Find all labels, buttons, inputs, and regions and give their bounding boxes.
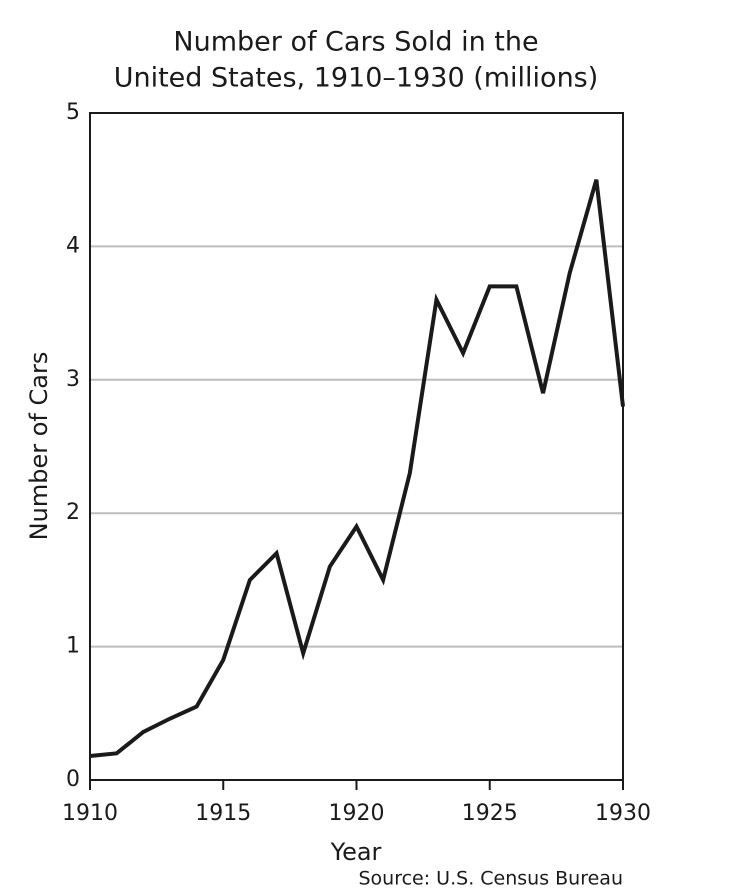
chart-title: Number of Cars Sold in the xyxy=(173,27,538,58)
y-tick-label: 1 xyxy=(66,634,80,659)
y-axis-label: Number of Cars xyxy=(25,352,53,541)
y-tick-label: 0 xyxy=(66,767,80,792)
chart-title: United States, 1910–1930 (millions) xyxy=(114,63,599,94)
x-tick-label: 1930 xyxy=(595,801,651,826)
x-tick-label: 1910 xyxy=(62,801,118,826)
plot-frame xyxy=(89,112,624,781)
y-tick-label: 4 xyxy=(66,233,80,258)
y-tick-label: 3 xyxy=(66,367,80,392)
x-axis-label: Year xyxy=(330,838,382,866)
x-tick-label: 1925 xyxy=(462,801,518,826)
y-tick-label: 2 xyxy=(66,500,80,525)
x-tick-label: 1915 xyxy=(195,801,251,826)
data-line xyxy=(89,179,625,758)
x-tick-label: 1920 xyxy=(329,801,385,826)
y-tick-label: 5 xyxy=(66,100,80,125)
source-note: Source: U.S. Census Bureau xyxy=(358,868,623,890)
